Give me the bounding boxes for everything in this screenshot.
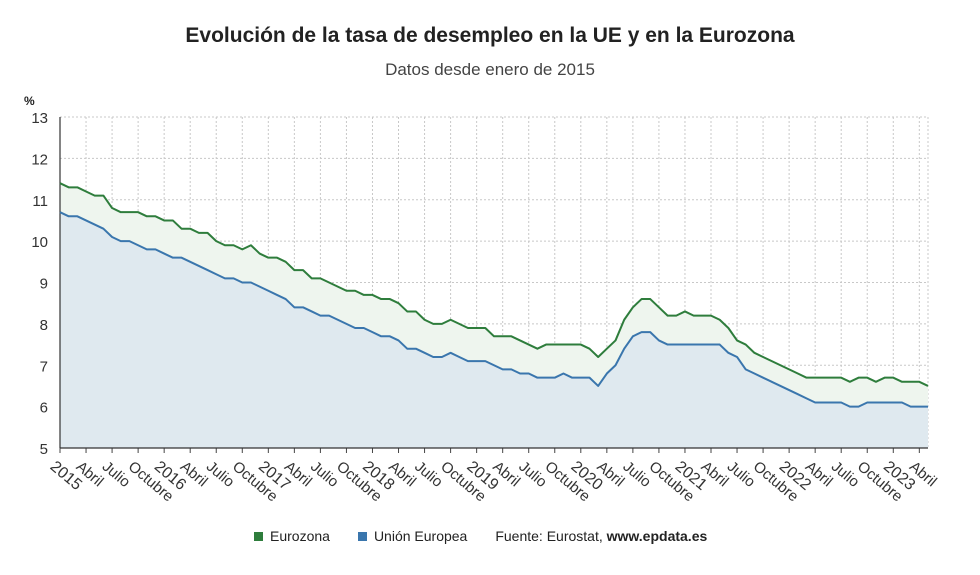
- chart-title: Evolución de la tasa de desempleo en la …: [185, 24, 795, 47]
- area-union-europea: [60, 212, 928, 448]
- series-lines: [59, 182, 929, 408]
- legend-item-eurozona[interactable]: Eurozona: [254, 528, 330, 544]
- x-tick-month: Julio: [203, 458, 238, 491]
- x-tick-month: Julio: [411, 458, 446, 491]
- legend: Eurozona Unión Europea Fuente: Eurostat,…: [254, 528, 707, 544]
- legend-label-eurozona: Eurozona: [270, 528, 330, 544]
- x-tick-month: Julio: [620, 458, 655, 491]
- y-tick-label: 11: [32, 193, 48, 210]
- y-tick-label: 13: [31, 110, 48, 127]
- axes: [59, 117, 928, 453]
- x-tick-month: Julio: [515, 458, 550, 491]
- y-tick-label: 12: [31, 151, 48, 168]
- y-tick-label: 7: [40, 358, 48, 375]
- chart-subtitle: Datos desde enero de 2015: [385, 60, 595, 79]
- y-tick-label: 8: [40, 317, 48, 334]
- legend-swatch-eurozona: [254, 531, 263, 541]
- y-axis-ticks: 5 6 7 8 9 10 11 12 13: [31, 110, 48, 458]
- y-axis-label: %: [24, 94, 35, 108]
- source-note: Fuente: Eurostat, www.epdata.es: [495, 528, 707, 544]
- x-axis-ticks: 2015AbrilJulioOctubre2016AbrilJulioOctub…: [47, 458, 940, 505]
- legend-swatch-union-europea: [357, 531, 367, 541]
- y-tick-label: 6: [40, 400, 48, 417]
- source-site[interactable]: www.epdata.es: [606, 528, 708, 544]
- y-tick-label: 10: [31, 234, 48, 251]
- series-line-eurozona: [59, 182, 929, 387]
- x-tick-month: Julio: [99, 458, 134, 491]
- legend-item-union-europea[interactable]: Unión Europea: [357, 528, 468, 544]
- legend-label-union-europea: Unión Europea: [373, 528, 468, 544]
- series-areas: [60, 183, 928, 448]
- series-line-union-europea: [59, 211, 928, 408]
- source-prefix: Fuente: Eurostat,: [495, 528, 607, 544]
- y-tick-label: 5: [40, 441, 48, 458]
- y-tick-label: 9: [40, 276, 48, 293]
- x-tick-month: Julio: [724, 458, 759, 491]
- x-tick-month: Julio: [307, 458, 342, 491]
- x-tick-month: Julio: [828, 458, 863, 491]
